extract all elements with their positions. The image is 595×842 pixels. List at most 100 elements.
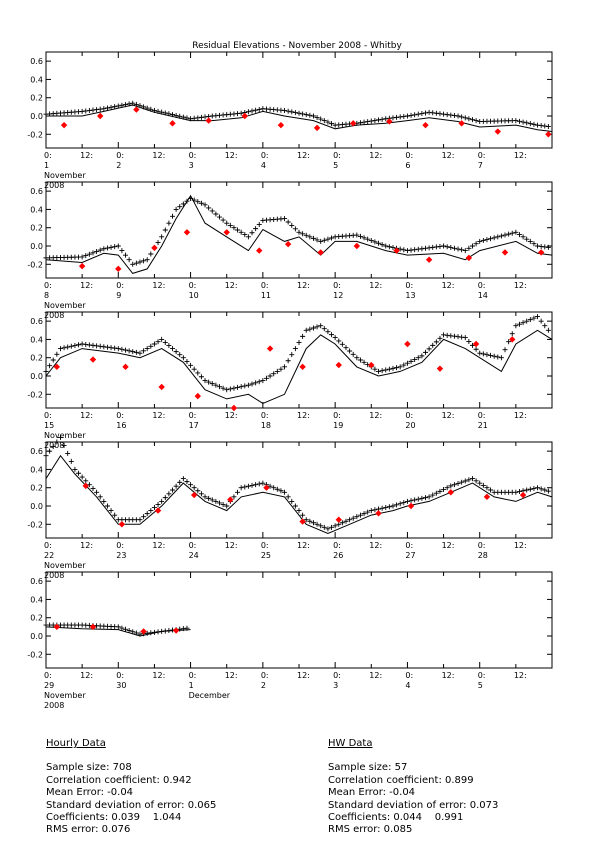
x-hour-tick-label: 0:: [44, 151, 52, 160]
observed-point: [502, 232, 508, 238]
observed-point: [249, 108, 255, 114]
observed-point: [535, 485, 541, 491]
hw-point: [299, 363, 306, 371]
observed-point: [390, 503, 396, 509]
observed-point: [133, 101, 139, 107]
observed-point: [97, 343, 103, 349]
observed-point: [296, 229, 302, 235]
observed-point: [307, 326, 313, 332]
observed-point: [256, 106, 262, 112]
x-hour-tick-label: 0:: [189, 281, 197, 290]
observed-point: [245, 382, 251, 388]
observed-point: [484, 352, 490, 358]
observed-point: [473, 346, 479, 352]
observed-point: [151, 341, 157, 347]
x-day-label: 1: [189, 681, 194, 690]
observed-point: [101, 498, 107, 504]
observed-point: [542, 487, 548, 493]
predicted-line: [45, 194, 553, 274]
observed-point: [329, 524, 335, 530]
x-hour-tick-label: 0:: [333, 411, 341, 420]
x-hour-tick-label: 0:: [333, 671, 341, 680]
observed-point: [325, 526, 331, 532]
observed-point: [332, 523, 338, 529]
observed-point: [498, 355, 504, 361]
observed-point: [90, 250, 96, 256]
observed-point: [343, 345, 349, 351]
observed-point: [144, 105, 150, 111]
observed-point: [292, 346, 298, 352]
observed-point: [303, 112, 309, 118]
observed-point: [412, 357, 418, 363]
observed-point: [278, 488, 284, 494]
observed-point: [376, 240, 382, 246]
observed-point: [321, 326, 327, 332]
x-hour-tick-label: 12:: [225, 541, 238, 550]
observed-point: [209, 208, 215, 214]
observed-point: [502, 347, 508, 353]
x-hour-tick-label: 12:: [80, 541, 93, 550]
observed-point: [235, 489, 241, 495]
x-hour-tick-label: 12:: [297, 411, 310, 420]
observed-point: [462, 478, 468, 484]
observed-point: [325, 119, 331, 125]
observed-point: [383, 505, 389, 511]
observed-point: [195, 115, 201, 121]
x-hour-tick-label: 0:: [261, 671, 269, 680]
x-hour-tick-label: 12:: [369, 281, 382, 290]
observed-point: [441, 243, 447, 249]
hourly-stats-heading: Hourly Data: [46, 738, 106, 749]
observed-point: [466, 338, 472, 344]
x-hour-tick-label: 0:: [116, 151, 124, 160]
x-hour-tick-label: 12:: [80, 411, 93, 420]
observed-point: [83, 253, 89, 259]
observed-point: [386, 366, 392, 372]
hw-point: [458, 120, 465, 127]
observed-point: [188, 195, 194, 201]
hw-point: [158, 383, 165, 391]
observed-point: [419, 495, 425, 501]
x-hour-tick-label: 12:: [514, 541, 527, 550]
observed-point: [498, 233, 504, 239]
observed-point: [209, 497, 215, 503]
observed-point: [430, 110, 436, 116]
hw-point: [350, 120, 357, 127]
x-day-label: 29: [44, 681, 54, 690]
plot-frame: [45, 311, 553, 409]
observed-point: [307, 518, 313, 524]
chart-title: Residual Elevations - November 2008 - Wh…: [192, 41, 402, 51]
observed-point: [231, 385, 237, 391]
x-hour-tick-label: 12:: [442, 281, 455, 290]
observed-point: [126, 101, 132, 107]
x-hour-tick-label: 12:: [514, 151, 527, 160]
observed-point: [365, 509, 371, 515]
observed-point: [188, 362, 194, 368]
observed-point: [329, 235, 335, 241]
hourly-stat-line: Standard deviation of error: 0.065: [46, 799, 217, 811]
observed-point: [130, 349, 136, 355]
observed-point: [379, 368, 385, 374]
hw-point: [223, 229, 230, 236]
observed-point: [159, 234, 165, 240]
observed-point: [97, 106, 103, 112]
observed-point: [488, 487, 494, 493]
observed-point: [141, 104, 147, 110]
hw-stat-line: Standard deviation of error: 0.073: [328, 799, 499, 811]
observed-point: [451, 113, 457, 119]
observed-point: [477, 238, 483, 244]
observed-point: [141, 514, 147, 520]
observed-point: [361, 511, 367, 517]
observed-point: [119, 248, 125, 254]
observed-point: [202, 114, 208, 120]
observed-point: [151, 505, 157, 511]
observed-point: [451, 482, 457, 488]
observed-point: [459, 114, 465, 120]
observed-point: [43, 453, 49, 459]
x-hour-tick-label: 0:: [405, 411, 413, 420]
observed-point: [506, 231, 512, 237]
observed-point: [390, 365, 396, 371]
observed-point: [151, 629, 157, 635]
observed-point: [166, 220, 172, 226]
hw-point: [133, 106, 140, 113]
